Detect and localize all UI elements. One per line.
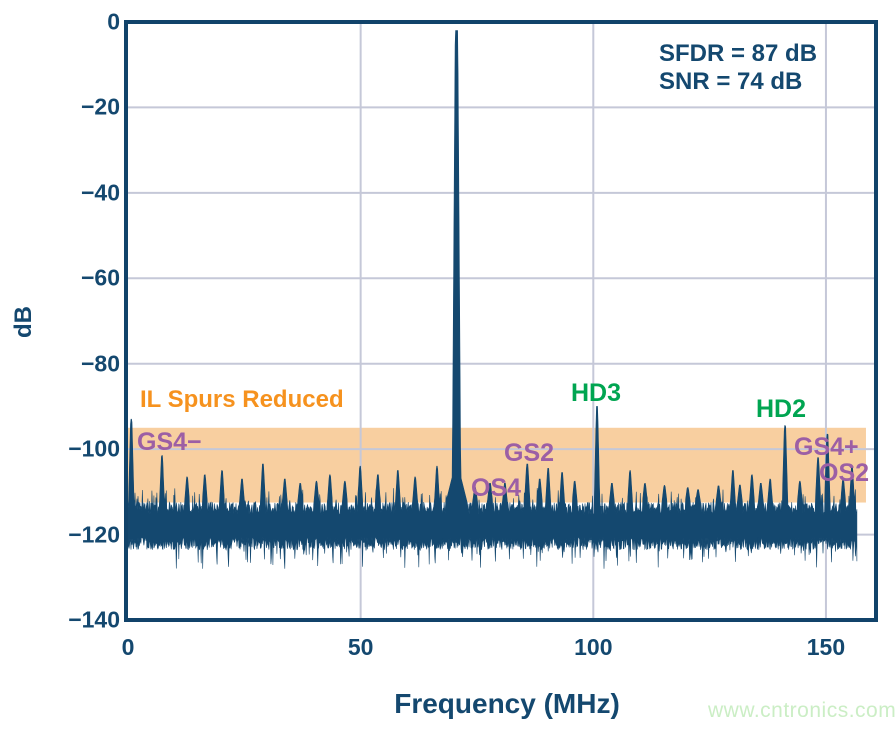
plot-frame [124, 20, 878, 622]
highlight-band-label: IL Spurs Reduced [140, 386, 344, 413]
y-tick-label: −20 [80, 93, 120, 120]
spectrum-trace [127, 30, 858, 569]
x-tick-label: 100 [574, 634, 613, 660]
y-tick-label: −80 [80, 350, 120, 377]
snr-value: SNR = 74 dB [659, 68, 803, 95]
spur-label-gs2: GS2 [504, 439, 555, 467]
metrics-annotation: SFDR = 87 dB SNR = 74 dB [659, 40, 817, 96]
y-tick-label: −100 [68, 435, 120, 462]
x-tick-label: 0 [121, 634, 135, 660]
spur-label-os2: OS2 [819, 459, 870, 487]
spur-label-os4: OS4 [471, 474, 522, 502]
y-tick-label: 0 [107, 8, 120, 35]
spur-label-gs4: GS4− [137, 428, 202, 456]
spur-label-hd2: HD2 [756, 395, 807, 423]
y-tick-label: −120 [68, 521, 120, 548]
sfdr-value: SFDR = 87 dB [659, 40, 818, 67]
spur-label-hd3: HD3 [571, 379, 622, 407]
il-spurs-highlight-band [128, 427, 866, 503]
y-tick-label: −140 [68, 606, 120, 633]
spur-label-gs4+: GS4+ [794, 433, 859, 461]
watermark-text: www.cntronics.com [708, 699, 896, 722]
y-tick-label: −40 [80, 179, 120, 206]
y-tick-label: −60 [80, 264, 120, 291]
x-axis-title: Frequency (MHz) [394, 688, 620, 719]
y-axis-title: dB [10, 306, 37, 338]
x-tick-label: 150 [806, 634, 846, 660]
x-tick-label: 50 [347, 634, 374, 660]
